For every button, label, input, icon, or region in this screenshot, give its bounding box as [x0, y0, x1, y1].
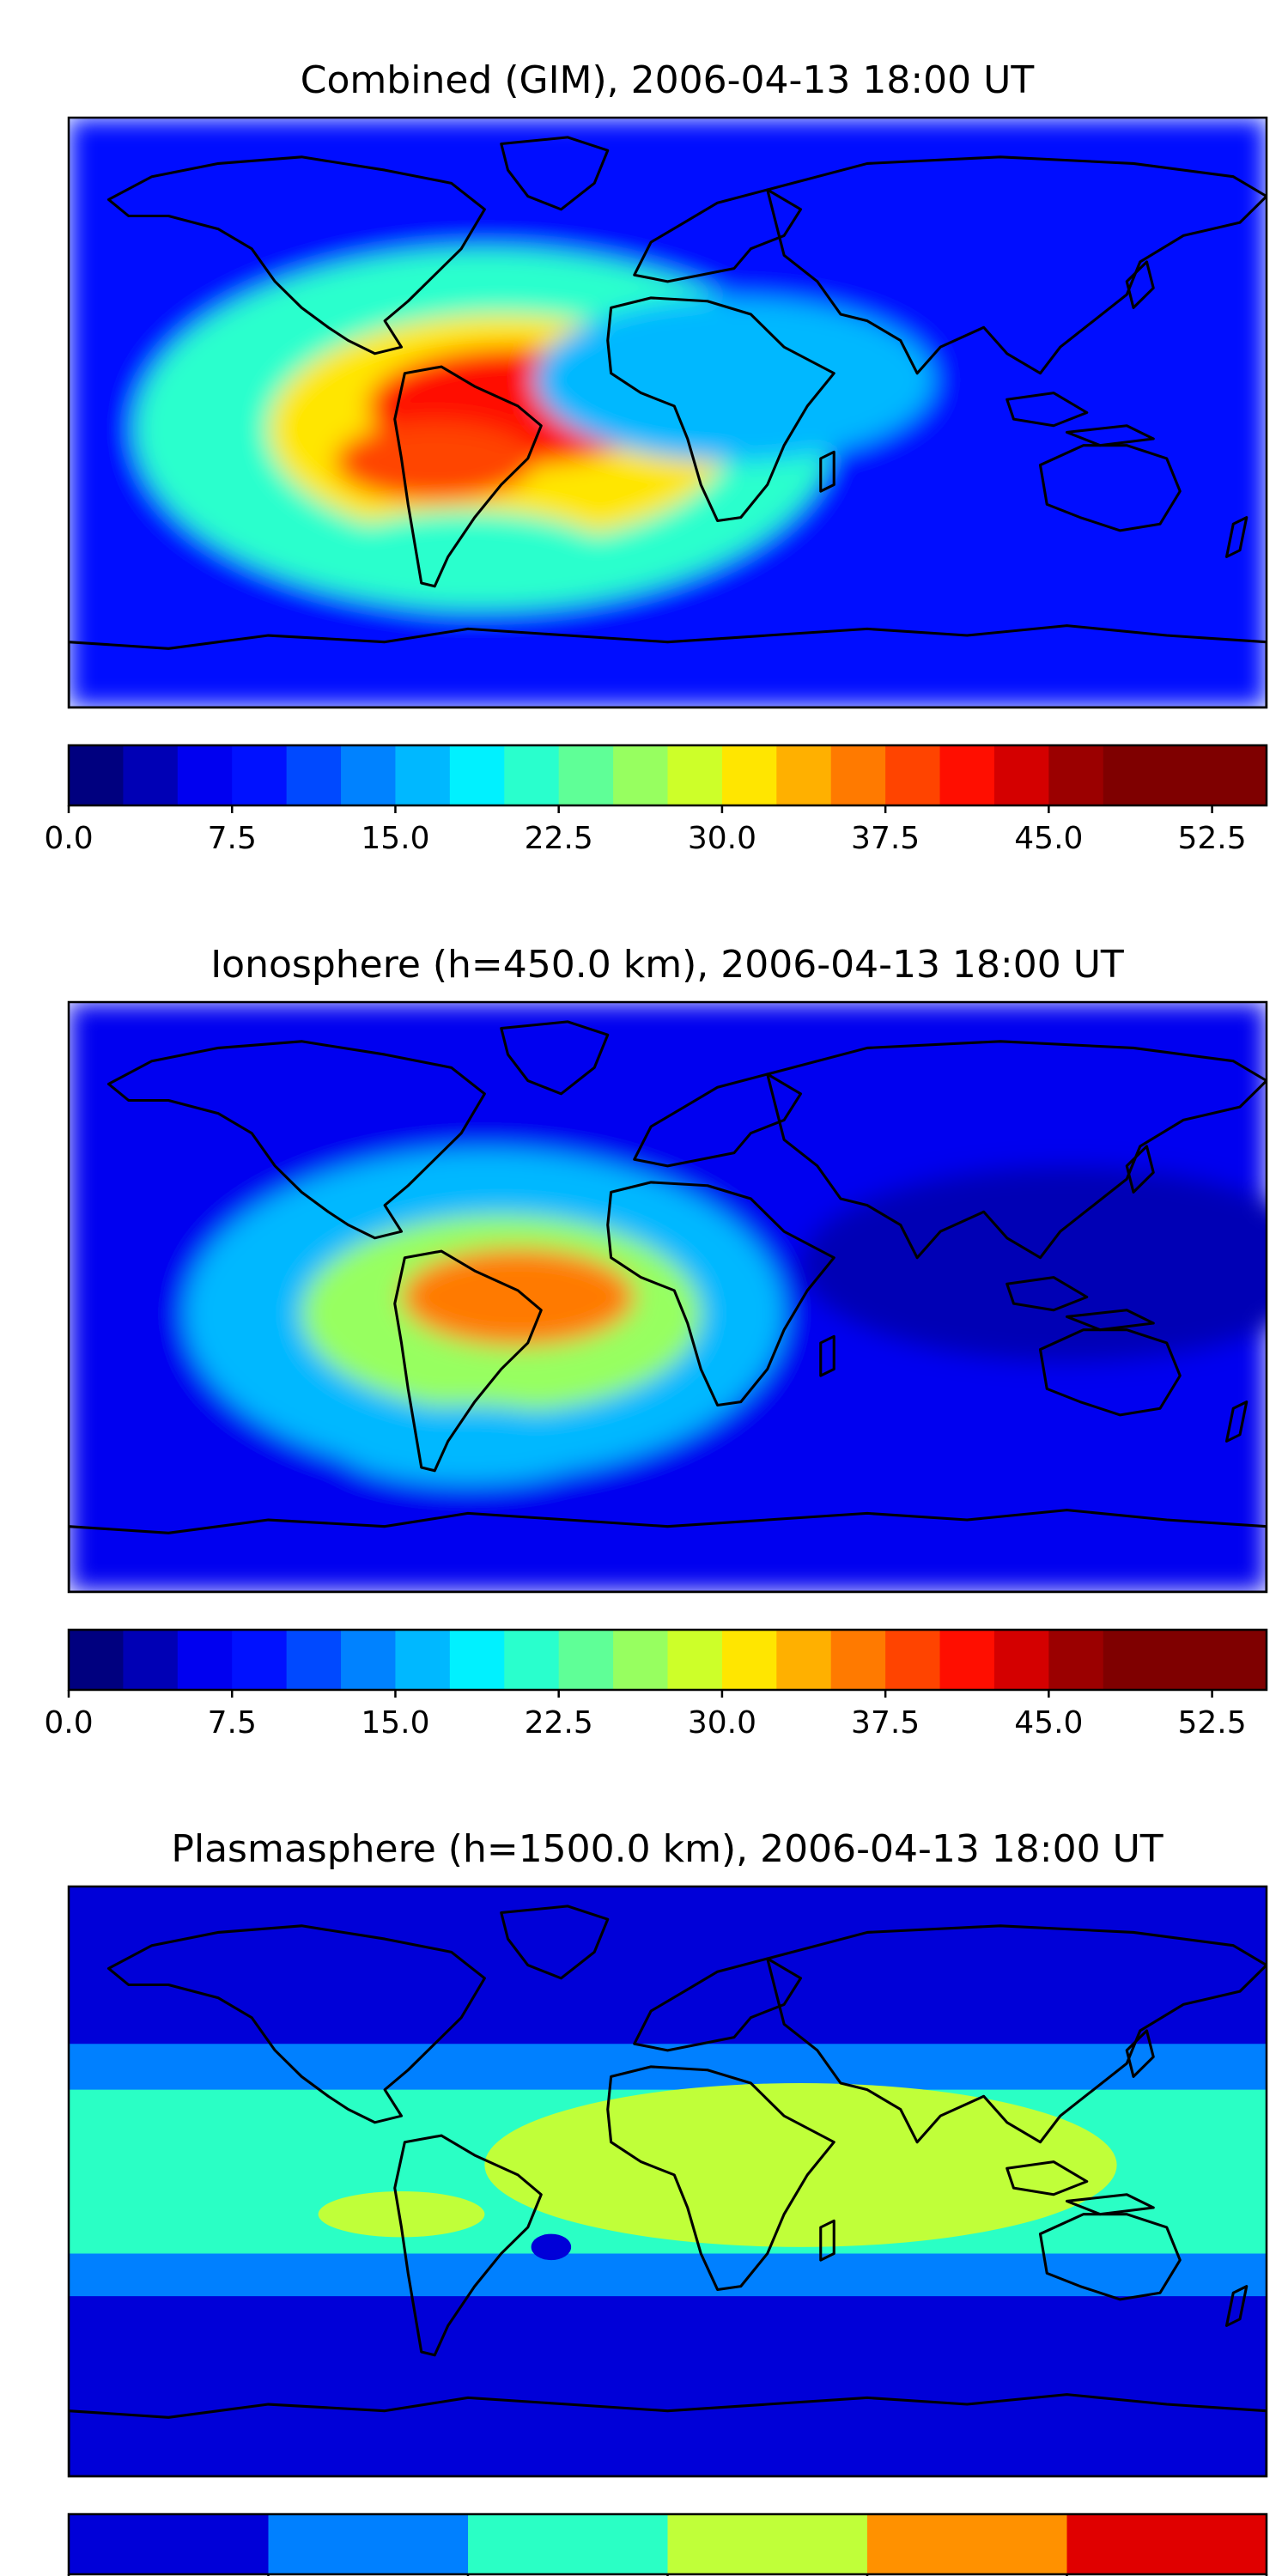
colorbar-segment	[123, 1630, 179, 1690]
colorbar-segment	[232, 745, 288, 805]
colorbar-segment	[721, 745, 777, 805]
colorbar-segment	[993, 745, 1049, 805]
map-frame-1	[67, 116, 1268, 709]
colorbar-segment	[613, 1630, 669, 1690]
colorbar-tick-label: 15.0	[361, 821, 429, 856]
panel-3-title: Plasmasphere (h=1500.0 km), 2006-04-13 1…	[171, 1827, 1163, 1871]
colorbar-segment	[504, 1630, 560, 1690]
map-frame-3	[67, 1885, 1268, 2478]
colorbar-segment	[830, 1630, 886, 1690]
colorbar-tick-label: 45.0	[1014, 1705, 1083, 1741]
colorbar-segment	[1066, 2514, 1267, 2574]
colorbar-segment	[939, 1630, 995, 1690]
colorbar-segment	[1157, 745, 1213, 805]
colorbar-segment	[123, 745, 179, 805]
colorbar-segment	[232, 1630, 288, 1690]
colorbar-tick-label: 0.0	[44, 1705, 93, 1741]
colorbar-segment	[1103, 745, 1158, 805]
colorbar-frame	[67, 1628, 1268, 1692]
colorbar-segment	[69, 1630, 125, 1690]
colorbar-segment	[667, 2514, 868, 2574]
colorbar-segment	[69, 2514, 270, 2574]
colorbar-tick-label: 22.5	[525, 1705, 593, 1741]
colorbar-tick-label: 30.0	[688, 1705, 756, 1741]
field-blob	[534, 297, 934, 462]
colorbar-segment	[286, 1630, 342, 1690]
colorbar-segment	[395, 1630, 451, 1690]
field-blob	[401, 1248, 635, 1346]
colorbar-segment	[776, 745, 832, 805]
colorbar-segment	[776, 1630, 832, 1690]
colorbar-segment	[504, 745, 560, 805]
colorbar-segment	[69, 745, 125, 805]
field-blob	[318, 2190, 485, 2238]
colorbar-tick-label: 22.5	[525, 821, 593, 856]
field-blob	[335, 422, 535, 501]
field-blob	[484, 2083, 1117, 2247]
colorbar-segment	[449, 1630, 505, 1690]
colorbar-segment	[993, 1630, 1049, 1690]
map-field-1	[69, 118, 1267, 708]
map-frame-2	[67, 1000, 1268, 1594]
colorbar-frame	[67, 744, 1268, 807]
colorbar-segment	[1212, 745, 1267, 805]
colorbar-tick-label: 37.5	[851, 1705, 920, 1741]
colorbar-segment	[558, 1630, 614, 1690]
field-blob	[531, 2233, 572, 2261]
colorbar-segment	[885, 1630, 941, 1690]
panel-ionosphere: Ionosphere (h=450.0 km), 2006-04-13 18:0…	[44, 943, 1268, 1741]
colorbar-segment	[667, 745, 723, 805]
colorbar-segment	[1103, 1630, 1158, 1690]
colorbar-segment	[395, 745, 451, 805]
colorbar-segment	[867, 2514, 1068, 2574]
colorbar-segment	[286, 745, 342, 805]
colorbar-segment	[558, 745, 614, 805]
colorbar-segment	[1212, 1630, 1267, 1690]
colorbar-tick-label: 37.5	[851, 821, 920, 856]
field-blob	[318, 511, 618, 610]
colorbar-tick-label: 52.5	[1178, 821, 1247, 856]
colorbar-segment	[667, 1630, 723, 1690]
field-blob	[335, 1405, 601, 1485]
colorbar-segment	[449, 745, 505, 805]
colorbar-tick-label: 15.0	[361, 1705, 429, 1741]
colorbar-segment	[613, 745, 669, 805]
colorbar-tick-label: 0.0	[44, 821, 93, 856]
colorbar-tick-label: 7.5	[208, 821, 257, 856]
colorbar-segment	[830, 745, 886, 805]
colorbar-tick-label: 52.5	[1178, 1705, 1247, 1741]
colorbar-3: 0.02.55.07.510.012.515.0	[67, 2512, 1268, 2576]
panel-2-title: Ionosphere (h=450.0 km), 2006-04-13 18:0…	[210, 943, 1124, 987]
colorbar-segment	[1048, 1630, 1104, 1690]
colorbar-2: 0.0 7.5 15.0 22.5 30.0 37.5 45.0 52.5	[44, 1628, 1268, 1741]
panel-plasmasphere: Plasmasphere (h=1500.0 km), 2006-04-13 1…	[67, 1827, 1268, 2576]
colorbar-segment	[721, 1630, 777, 1690]
colorbar-segment	[1157, 1630, 1213, 1690]
field-blob	[800, 1165, 1267, 1363]
colorbar-segment	[177, 1630, 233, 1690]
colorbar-segment	[341, 745, 397, 805]
colorbar-segment	[268, 2514, 469, 2574]
colorbar-tick-label: 45.0	[1014, 821, 1083, 856]
map-field-2	[69, 1002, 1267, 1592]
panel-combined-gim: Combined (GIM), 2006-04-13 18:00 UT 0.0 7…	[44, 58, 1268, 856]
colorbar-1: 0.0 7.5 15.0 22.5 30.0 37.5 45.0 52.5	[44, 744, 1268, 856]
panel-1-title: Combined (GIM), 2006-04-13 18:00 UT	[301, 58, 1035, 102]
map-field-3	[69, 1886, 1267, 2476]
colorbar-segment	[177, 745, 233, 805]
colorbar-segment	[341, 1630, 397, 1690]
colorbar-segment	[885, 745, 941, 805]
colorbar-segment	[1048, 745, 1104, 805]
colorbar-tick-label: 7.5	[208, 1705, 257, 1741]
colorbar-segment	[468, 2514, 669, 2574]
colorbar-tick-label: 30.0	[688, 821, 756, 856]
colorbar-segment	[939, 745, 995, 805]
